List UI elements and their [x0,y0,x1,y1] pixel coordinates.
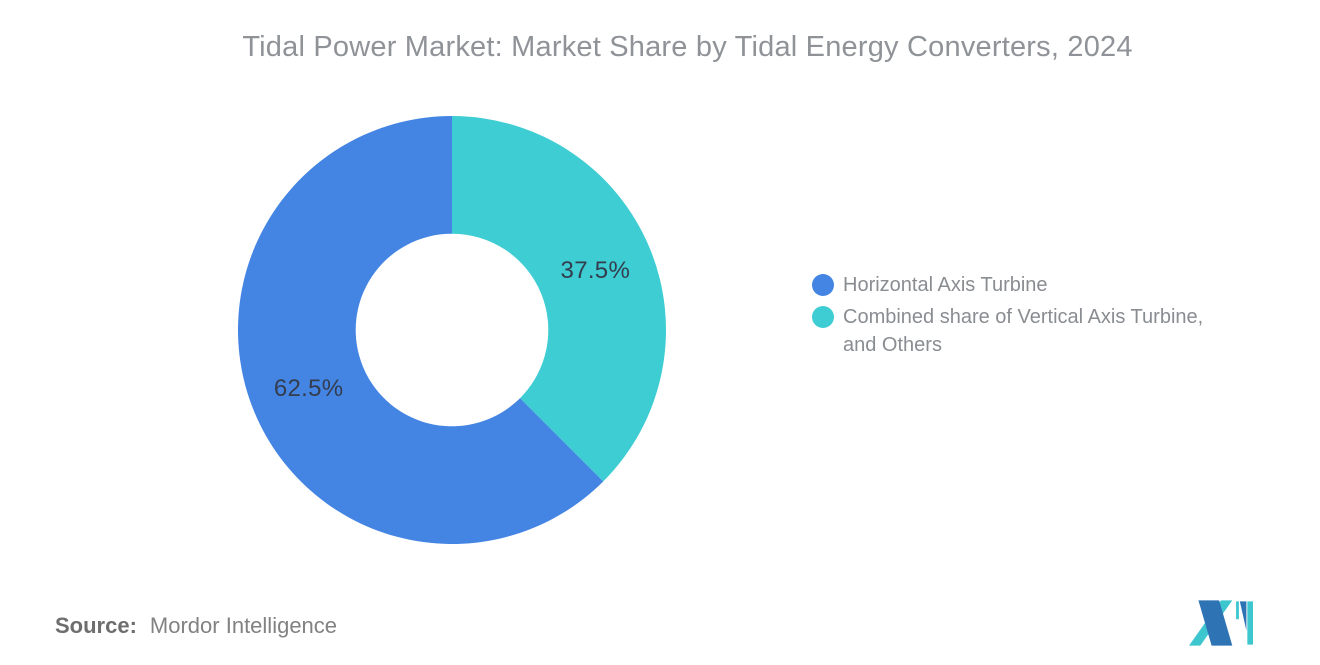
slice-data-label: 62.5% [273,375,344,403]
donut-chart-svg [237,116,666,544]
legend-item-label: Horizontal Axis Turbine [843,274,1048,296]
legend-item-combined-share-vertical-axis-turbine-and-others: Combined share of Vertical Axis Turbine,… [812,303,1262,359]
source-line: Source: Mordor Intelligence [55,613,337,639]
donut-chart: 62.5% 37.5% [232,110,672,550]
chart-legend: Horizontal Axis Turbine Combined share of… [812,271,1262,363]
logo-teal-bar [1247,601,1253,645]
source-value: Mordor Intelligence [149,613,338,638]
legend-dot-icon [812,306,834,328]
source-label: Source: [55,613,137,638]
logo-blue-diagonal [1198,600,1233,646]
pie-slice-horizontal-axis-turbine [237,116,604,544]
chart-title: Tidal Power Market: Market Share by Tida… [242,31,1133,63]
slice-data-label: 37.5% [560,256,631,284]
pie-slice-combined-share-of-vertical-axis-turbine-and-others [452,116,666,482]
legend-item-horizontal-axis-turbine: Horizontal Axis Turbine [812,271,1262,299]
logo-blue-triangle [1239,601,1247,631]
logo-teal-sliver [1236,601,1239,620]
legend-item-label: Combined share of Vertical Axis Turbine,… [843,306,1204,356]
legend-dot-icon [812,274,834,296]
mordor-intelligence-logo [1189,600,1253,646]
